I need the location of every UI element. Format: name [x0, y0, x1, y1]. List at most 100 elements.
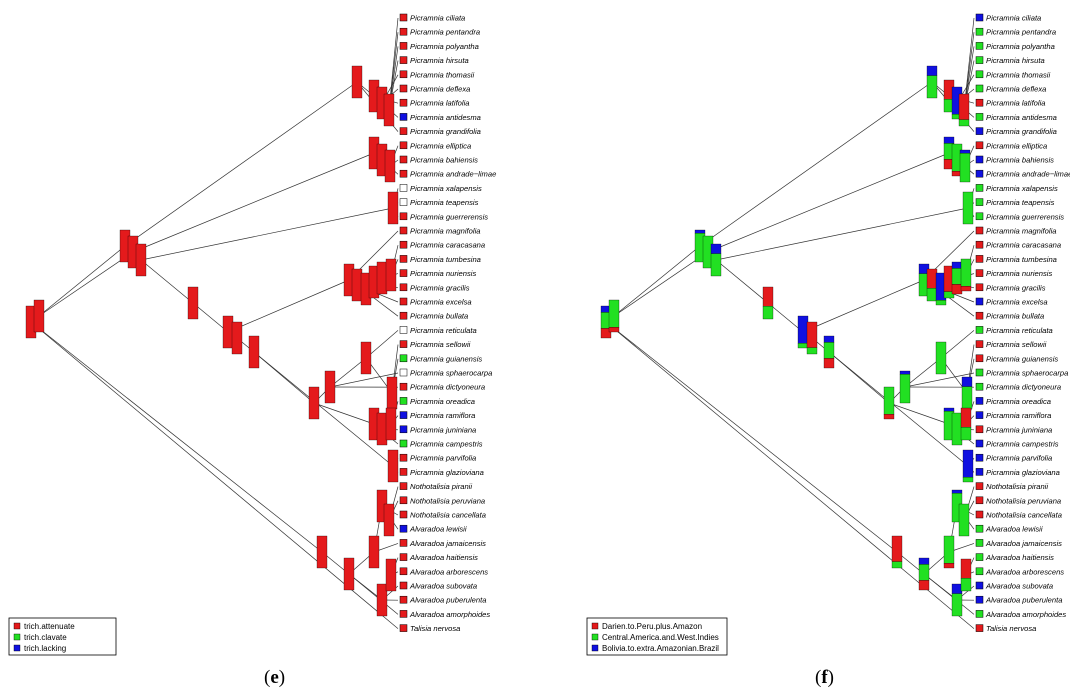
tip-state-square [399, 510, 408, 519]
tip-state-square [399, 113, 408, 121]
tip-label: Picramnia antidesma [986, 113, 1057, 122]
node-state-bar [710, 243, 722, 254]
tip-label: Picramnia grandifolia [986, 127, 1057, 136]
tip-branch [904, 372, 975, 388]
tip-state-square [975, 425, 984, 434]
tip-state-square [975, 496, 984, 505]
tip-label: Picramnia polyantha [986, 42, 1055, 51]
tip-state-square [975, 184, 984, 192]
tip-state-square [399, 581, 408, 590]
tip-label: Picramnia ramiflora [986, 411, 1051, 420]
tip-label: Picramnia thomasii [410, 70, 474, 79]
tree-branch [329, 357, 367, 388]
tip-state-square [399, 453, 408, 462]
tip-state-square [975, 212, 984, 221]
legend-label: trich.clavate [24, 633, 67, 642]
tip-state-square [975, 226, 984, 235]
legend-swatch [13, 622, 21, 630]
node-state-bar [951, 261, 963, 269]
tree-branch [140, 259, 194, 304]
tree-branch [30, 321, 323, 553]
node-state-bar [961, 376, 973, 387]
node-state-bar [891, 561, 903, 569]
node-state-bar [943, 136, 955, 144]
node-state-bar [376, 261, 388, 295]
tip-label: Alvaradoa haitiensis [409, 553, 478, 562]
node-state-bar [806, 347, 818, 355]
tree-branch [140, 207, 394, 261]
tip-label: Alvaradoa subovata [409, 582, 477, 591]
node-state-bar [883, 414, 895, 420]
tip-label: Alvaradoa jamaicensis [409, 539, 486, 548]
node-state-bar [387, 191, 399, 225]
tip-label: Picramnia tumbesina [410, 255, 481, 264]
node-state-bar [797, 315, 809, 344]
tip-state-square [975, 567, 984, 576]
tip-state-square [399, 184, 408, 192]
tip-state-square [975, 297, 984, 306]
tip-state-square [975, 27, 984, 36]
tree-branch [613, 245, 701, 317]
node-state-bar [959, 153, 971, 183]
tip-label: Picramnia hirsuta [410, 56, 469, 65]
node-state-bar [360, 341, 372, 375]
tip-state-square [399, 297, 408, 306]
node-state-bar [926, 288, 938, 302]
tip-label: Alvaradoa amorphoides [409, 610, 490, 619]
tip-label: Picramnia campestris [410, 440, 483, 449]
node-state-bar [762, 286, 774, 307]
tip-branch [923, 573, 975, 615]
tip-state-square [975, 610, 984, 618]
node-state-bar [608, 327, 620, 333]
tip-state-square [975, 84, 984, 93]
tip-label: Picramnia oreadica [410, 397, 475, 406]
node-state-bar [368, 535, 380, 569]
tip-branch [940, 330, 975, 359]
node-state-bar [926, 268, 938, 289]
tip-state-square [399, 13, 408, 22]
tip-label: Picramnia tumbesina [986, 255, 1057, 264]
tip-state-square [975, 169, 984, 178]
tip-label: Picramnia pentandra [986, 28, 1056, 37]
tip-label: Picramnia glazioviana [986, 468, 1060, 477]
tip-state-square [399, 141, 408, 150]
tip-label: Alvaradoa subovata [985, 582, 1053, 591]
tip-label: Picramnia nuriensis [986, 269, 1052, 278]
node-state-bar [918, 564, 930, 581]
node-state-bar [797, 343, 809, 349]
tip-label: Picramnia elliptica [410, 141, 471, 150]
tip-state-square [399, 610, 408, 618]
tip-label: Picramnia guianensis [986, 354, 1058, 363]
node-state-bar [386, 376, 398, 410]
tree-branch [124, 81, 358, 247]
tip-label: Picramnia nuriensis [410, 269, 476, 278]
node-state-bar [935, 300, 947, 306]
tip-state-square [975, 141, 984, 150]
tip-state-square [975, 553, 984, 561]
tip-label: Picramnia xalapensis [986, 184, 1058, 193]
tip-state-square [399, 567, 408, 576]
tree-branch [707, 152, 950, 253]
node-state-bar [951, 489, 963, 494]
tip-label: Picramnia juniniana [410, 425, 476, 434]
tip-state-square [399, 283, 408, 292]
tip-label: Picramnia sphaerocarpa [986, 369, 1068, 378]
node-state-bar [608, 299, 620, 328]
tip-label: Alvaradoa jamaicensis [985, 539, 1062, 548]
tip-label: Talisia nervosa [986, 624, 1036, 633]
tip-label: Nothotalisia cancellata [410, 511, 486, 520]
tip-label: Alvaradoa arborescens [985, 567, 1064, 576]
tip-state-square [399, 226, 408, 235]
tip-label: Picramnia antidesma [410, 113, 481, 122]
node-state-bar [385, 407, 397, 441]
tip-label: Picramnia parvifolia [986, 454, 1052, 463]
node-state-bar [951, 583, 963, 594]
node-state-bar [943, 535, 955, 564]
tip-label: Nothotalisia piranii [986, 482, 1048, 491]
tip-label: Picramnia sphaerocarpa [410, 369, 492, 378]
tip-label: Picramnia sellowii [410, 340, 471, 349]
tree-branch [767, 302, 804, 333]
tip-state-square [399, 311, 408, 320]
tip-state-square [399, 155, 408, 164]
node-state-bar [248, 335, 260, 369]
